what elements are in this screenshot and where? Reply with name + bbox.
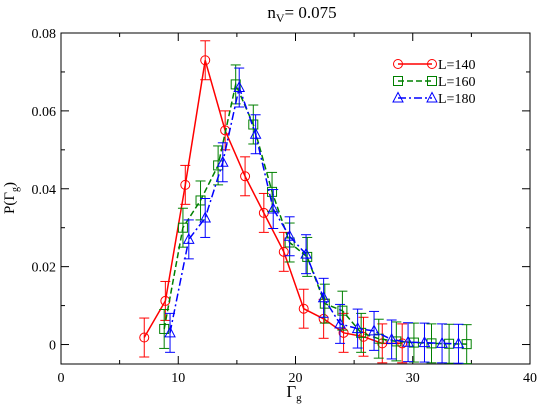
data-point [278, 246, 289, 257]
data-point [267, 186, 278, 197]
chart-title: nV= 0.075 [267, 3, 336, 25]
series-L=180 [164, 67, 465, 364]
series-line [163, 81, 467, 345]
y-tick-label: 0.04 [32, 183, 57, 198]
x-tick-label: 10 [171, 371, 185, 386]
x-tick-label: 30 [406, 371, 420, 386]
legend-label: L=160 [438, 75, 475, 90]
data-point [436, 336, 448, 348]
y-axis-label: P(Γg) [2, 182, 21, 214]
legend-marker [427, 76, 437, 86]
data-point [385, 332, 398, 344]
data-point [139, 332, 150, 343]
data-point [334, 317, 346, 329]
legend-marker [427, 59, 437, 69]
data-point [177, 222, 188, 233]
series-L=140 [139, 40, 408, 364]
data-point [317, 291, 330, 303]
data-point [248, 119, 259, 130]
legend-marker [392, 91, 404, 103]
data-point [426, 338, 437, 349]
y-axis-label-close: ) [2, 182, 18, 187]
data-point [200, 55, 211, 66]
x-tick-label: 40 [523, 371, 537, 386]
data-point [358, 331, 369, 342]
series-line [169, 84, 459, 345]
data-point [351, 321, 364, 334]
data-point [199, 211, 212, 223]
series-layer [139, 40, 472, 365]
chart-title-sub: V [276, 11, 285, 25]
legend: L=140 L=160 L=180 [392, 58, 475, 107]
y-axis-label-sub: g [10, 187, 21, 192]
y-tick-label: 0 [49, 339, 56, 354]
data-point [452, 337, 465, 349]
y-tick-label: 0.06 [32, 105, 57, 120]
x-axis: 0 10 20 30 40 [58, 33, 537, 386]
legend-marker [393, 76, 403, 86]
data-point [397, 338, 408, 349]
data-point [368, 324, 380, 336]
x-tick-label: 0 [58, 371, 65, 386]
data-point [180, 179, 191, 190]
data-point [319, 298, 330, 309]
x-axis-label-sub: g [296, 392, 302, 404]
y-tick-label: 0.02 [32, 261, 57, 276]
data-point [300, 247, 312, 259]
data-point [337, 305, 348, 316]
data-point [240, 171, 251, 182]
legend-label: L=180 [438, 92, 475, 107]
data-point [302, 251, 313, 262]
data-point [402, 335, 414, 347]
data-point [182, 232, 195, 244]
data-point [233, 80, 246, 93]
data-point [298, 303, 309, 314]
legend-marker [393, 59, 403, 69]
y-axis: 0 0.02 0.04 0.06 0.08 [32, 27, 530, 354]
series-line [143, 60, 403, 345]
data-point [164, 326, 176, 338]
data-point [418, 336, 431, 348]
chart-title-rest: = 0.075 [285, 3, 337, 22]
legend-label: L=140 [438, 58, 475, 73]
x-tick-label: 20 [289, 371, 303, 386]
data-point [249, 127, 262, 139]
data-point [461, 339, 472, 350]
x-axis-label: Γg [286, 382, 302, 404]
data-point [267, 202, 280, 214]
data-point [283, 229, 296, 241]
y-tick-label: 0.08 [32, 27, 57, 42]
data-point [216, 155, 229, 167]
legend-marker [426, 91, 438, 103]
